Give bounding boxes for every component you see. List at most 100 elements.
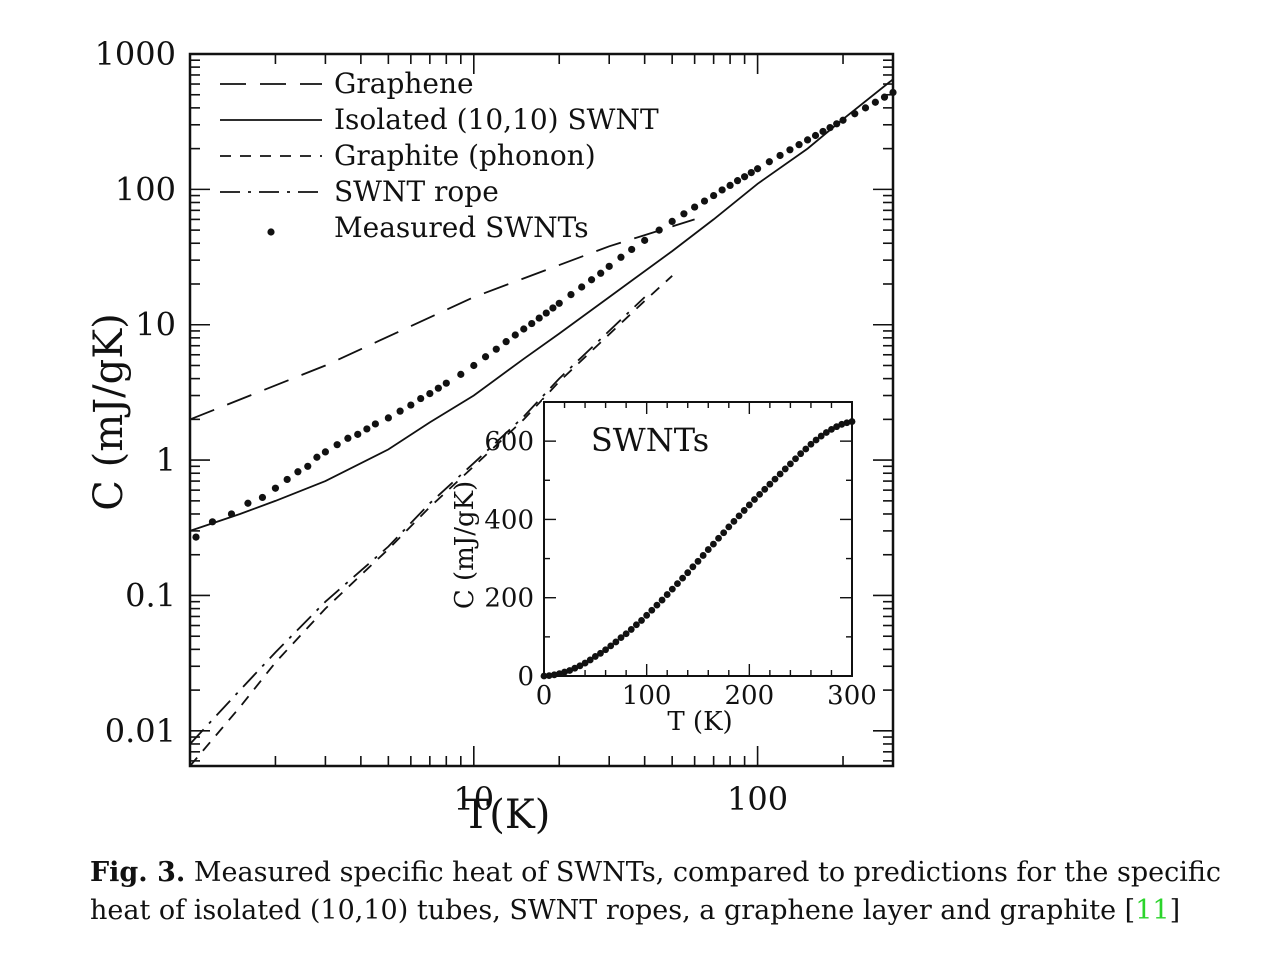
- data-point: [861, 104, 870, 112]
- inset-data-point: [566, 667, 574, 674]
- data-point: [555, 299, 563, 307]
- inset-data-point: [704, 546, 712, 553]
- inset-y-tick-label: 0: [517, 662, 534, 692]
- inset-x-tick-label: 0: [536, 681, 553, 711]
- inset-x-tick-label: 200: [725, 681, 775, 711]
- data-point: [628, 245, 636, 254]
- caption-reference-link[interactable]: 11: [1135, 895, 1170, 926]
- data-point: [511, 331, 519, 339]
- data-point: [578, 283, 586, 291]
- inset-data-point: [540, 672, 548, 680]
- legend-label-graphite-phonon: Graphite (phonon): [334, 139, 596, 172]
- inset-data-point: [756, 490, 763, 498]
- legend-label-measured-swnts: Measured SWNTs: [334, 211, 589, 244]
- series-group: [189, 78, 897, 767]
- inset-data-point: [812, 436, 820, 444]
- data-point: [502, 338, 510, 346]
- inset-data-point: [607, 642, 615, 650]
- data-point: [839, 116, 847, 124]
- data-point: [344, 434, 352, 442]
- caption-ref-close: ]: [1169, 895, 1181, 926]
- inset-data-point: [586, 656, 594, 664]
- inset-data-point: [735, 512, 743, 520]
- data-point: [753, 165, 762, 173]
- data-point: [271, 484, 280, 492]
- inset-data-point: [638, 617, 645, 624]
- inset-ticks: [543, 401, 853, 677]
- data-point: [889, 88, 897, 97]
- data-point: [244, 499, 252, 507]
- data-point: [208, 518, 217, 526]
- series-swnt-rope-line: [189, 296, 646, 745]
- legend-label-graphene: Graphene: [334, 67, 474, 100]
- data-point: [700, 197, 709, 205]
- series-isolated-10-10-swnt-line: [189, 78, 894, 532]
- data-point: [587, 276, 596, 284]
- data-point: [691, 203, 699, 211]
- y-tick-label: 10: [135, 306, 176, 344]
- inset-data-point: [668, 585, 676, 593]
- inset-x-tick-label: 300: [827, 681, 877, 711]
- inset-series: [540, 418, 856, 680]
- data-point: [227, 510, 236, 518]
- data-point: [680, 210, 688, 218]
- data-point: [457, 370, 465, 378]
- data-point: [795, 141, 803, 149]
- inset-data-point: [674, 580, 681, 588]
- data-point: [803, 136, 812, 144]
- inset-data-point: [653, 601, 661, 609]
- series-measured-swnts: [192, 88, 897, 541]
- y-axis-ticks: [190, 59, 893, 762]
- inset-x-axis-title: T (K): [667, 707, 732, 737]
- inset-data-point: [545, 672, 553, 680]
- inset-data-point: [643, 611, 651, 619]
- inset-y-axis-title: C (mJ/gK): [450, 481, 480, 609]
- inset-data-point: [797, 450, 805, 458]
- y-tick-label: 0.01: [105, 712, 176, 750]
- data-point: [655, 226, 663, 234]
- inset-data-point: [710, 540, 717, 548]
- x-axis-title: T(K): [463, 792, 551, 838]
- inset-data-point: [627, 626, 635, 633]
- figure-caption: Fig. 3. Measured specific heat of SWNTs,…: [90, 854, 1250, 930]
- inset-data-point: [617, 634, 625, 642]
- inset-data-point: [689, 563, 697, 571]
- inset-data-point: [745, 501, 753, 509]
- inset-data-point: [807, 440, 815, 448]
- data-point: [549, 304, 557, 312]
- data-point: [747, 169, 755, 177]
- inset-data-point: [658, 596, 666, 604]
- inset-data-point: [684, 569, 692, 577]
- figure: 10 100 1000 100 10 1 0.1 0.01 T(K) C (mJ/gK) Graph…: [86, 35, 897, 838]
- inset-data-point: [622, 630, 630, 638]
- data-point: [542, 309, 550, 317]
- data-point: [741, 173, 749, 181]
- data-point: [396, 407, 404, 415]
- inset-data-point: [561, 668, 568, 676]
- y-tick-label: 1000: [95, 35, 176, 73]
- data-point: [321, 448, 330, 456]
- inset-data-point: [761, 485, 769, 493]
- inset-data-point: [848, 418, 856, 425]
- data-point: [294, 468, 302, 476]
- data-point: [826, 123, 834, 132]
- data-point: [192, 533, 200, 541]
- data-point: [811, 131, 820, 140]
- data-point: [605, 262, 613, 270]
- data-point: [434, 384, 442, 392]
- data-point: [333, 441, 341, 449]
- legend-label-isolated-10-10-swnt: Isolated (10,10) SWNT: [334, 103, 659, 136]
- inset-y-tick-label: 200: [484, 584, 534, 614]
- data-point: [363, 425, 371, 433]
- inset-data-point: [843, 419, 851, 427]
- inset-title: SWNTs: [591, 421, 709, 459]
- data-point: [354, 430, 362, 438]
- x-axis-ticks: [189, 54, 894, 766]
- data-point: [417, 394, 425, 403]
- inset-data-point: [787, 460, 794, 468]
- data-point: [871, 98, 879, 106]
- inset-linear-chart: 0 100 200 300 0 200 400 600 T (K) C (mJ/gK) SWNTs: [450, 400, 877, 737]
- inset-y-tick-label: 600: [484, 427, 534, 457]
